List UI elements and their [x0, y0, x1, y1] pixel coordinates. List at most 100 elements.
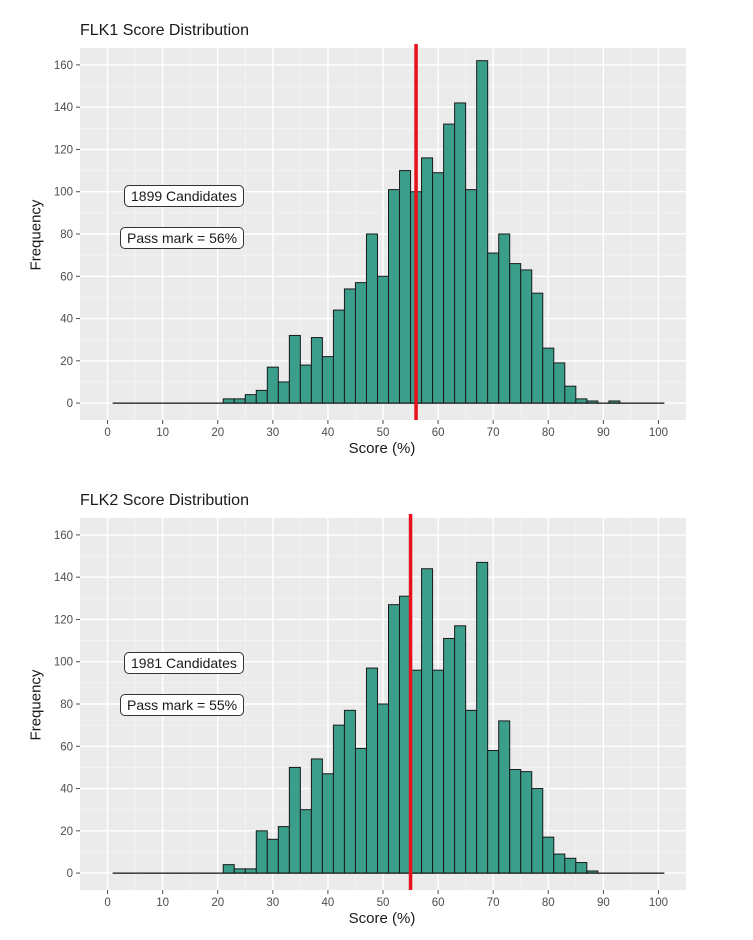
- histogram-bar: [310, 758, 323, 874]
- histogram-bar: [476, 561, 489, 874]
- histogram-bar: [299, 809, 312, 874]
- histogram-bar: [244, 394, 257, 404]
- histogram-bar: [354, 747, 367, 874]
- histogram-bar: [332, 724, 345, 874]
- x-tick-label: 20: [211, 897, 224, 909]
- histogram-bar: [465, 709, 478, 874]
- histogram-bar: [376, 703, 390, 874]
- y-tick-label: 80: [60, 699, 73, 711]
- x-tick-label: 0: [104, 897, 110, 909]
- histogram-bar: [454, 625, 467, 874]
- histogram-bar: [222, 398, 235, 404]
- x-axis-label: Score (%): [348, 440, 416, 457]
- x-tick-label: 90: [597, 427, 610, 439]
- histogram-bar: [354, 282, 367, 404]
- x-tick-label: 30: [266, 897, 279, 909]
- histogram-bar: [487, 750, 500, 874]
- histogram-bar: [520, 771, 533, 874]
- histogram-bar: [575, 862, 588, 874]
- histogram-bar: [575, 398, 588, 404]
- histogram-bar: [266, 838, 279, 874]
- histogram-bar: [288, 334, 301, 404]
- histogram-bar: [332, 309, 345, 404]
- x-tick-label: 100: [649, 897, 668, 909]
- y-tick-label: 140: [54, 102, 73, 114]
- x-tick-label: 10: [156, 427, 169, 439]
- x-tick-label: 80: [542, 897, 555, 909]
- y-tick-label: 40: [60, 784, 73, 796]
- candidates-annotation: 1899 Candidates: [124, 185, 244, 207]
- x-tick-label: 50: [377, 897, 390, 909]
- histogram-bar: [454, 102, 467, 404]
- x-tick-label: 40: [322, 427, 335, 439]
- histogram-bar: [421, 568, 434, 874]
- histogram-bar: [321, 356, 334, 404]
- histogram-bar: [443, 123, 456, 404]
- chart-title: FLK2 Score Distribution: [80, 492, 249, 509]
- histogram-bar: [277, 826, 290, 874]
- histogram-bar: [487, 252, 500, 404]
- histogram-bar: [376, 275, 390, 404]
- x-tick-label: 60: [432, 427, 445, 439]
- y-tick-label: 60: [60, 271, 73, 283]
- y-tick-label: 40: [60, 314, 73, 326]
- histogram-bar: [443, 637, 456, 874]
- histogram-bar: [564, 385, 577, 404]
- plot-area: 0 10 20 30 40 50 60 70 80 90 100 0 20 40 60 80 100 120 140…: [54, 44, 686, 439]
- histogram-bar: [564, 857, 577, 874]
- histogram-bar: [255, 830, 268, 874]
- histogram-bar: [388, 604, 401, 874]
- x-tick-label: 100: [649, 427, 668, 439]
- y-tick-label: 0: [67, 868, 73, 880]
- histogram-bar: [553, 853, 566, 874]
- histogram-bar: [365, 667, 378, 874]
- y-tick-label: 120: [54, 144, 73, 156]
- histogram-bar: [476, 60, 489, 404]
- histogram-bar: [520, 269, 533, 404]
- histogram-bar: [531, 292, 544, 404]
- y-tick-label: 80: [60, 229, 73, 241]
- y-tick-label: 100: [54, 657, 73, 669]
- histogram-bar: [365, 233, 378, 404]
- x-tick-label: 0: [104, 427, 110, 439]
- x-tick-label: 30: [266, 427, 279, 439]
- histogram-bar: [498, 233, 511, 404]
- histogram-bar: [553, 362, 566, 404]
- histogram-bar: [266, 366, 279, 404]
- histogram-bar: [233, 868, 246, 874]
- x-tick-label: 60: [432, 897, 445, 909]
- x-tick-label: 40: [322, 897, 335, 909]
- x-tick-label: 90: [597, 897, 610, 909]
- histogram-bar: [399, 170, 412, 404]
- y-tick-label: 120: [54, 614, 73, 626]
- histogram-bar: [222, 864, 235, 874]
- x-tick-label: 70: [487, 897, 500, 909]
- x-tick-label: 20: [211, 427, 224, 439]
- candidates-annotation: 1981 Candidates: [124, 652, 244, 674]
- histogram-bar: [288, 766, 301, 874]
- histogram-bar: [509, 769, 522, 874]
- pass-mark-annotation: Pass mark = 55%: [120, 694, 245, 716]
- x-tick-label: 10: [156, 897, 169, 909]
- y-tick-label: 20: [60, 826, 73, 838]
- histogram-bar: [343, 288, 356, 404]
- histogram-bar: [299, 364, 312, 404]
- histogram-bar: [233, 398, 246, 404]
- x-tick-label: 50: [377, 427, 390, 439]
- histogram-bar: [343, 709, 356, 874]
- x-tick-label: 70: [487, 427, 500, 439]
- y-tick-label: 100: [54, 187, 73, 199]
- histogram-bar: [465, 189, 478, 404]
- histogram-bar: [321, 773, 334, 874]
- histogram-bar: [509, 263, 522, 404]
- histogram-bar: [388, 189, 401, 404]
- plot-area: 0 10 20 30 40 50 60 70 80 90 100 0 20 40 60 80 100 120 140…: [54, 514, 686, 909]
- y-tick-label: 160: [54, 60, 73, 72]
- x-tick-label: 80: [542, 427, 555, 439]
- y-tick-label: 20: [60, 356, 73, 368]
- x-axis-label: Score (%): [348, 910, 416, 927]
- histogram-bar: [244, 868, 257, 874]
- histogram-bar: [432, 172, 445, 404]
- histogram-bar: [255, 389, 268, 404]
- pass-mark-annotation: Pass mark = 56%: [120, 227, 245, 249]
